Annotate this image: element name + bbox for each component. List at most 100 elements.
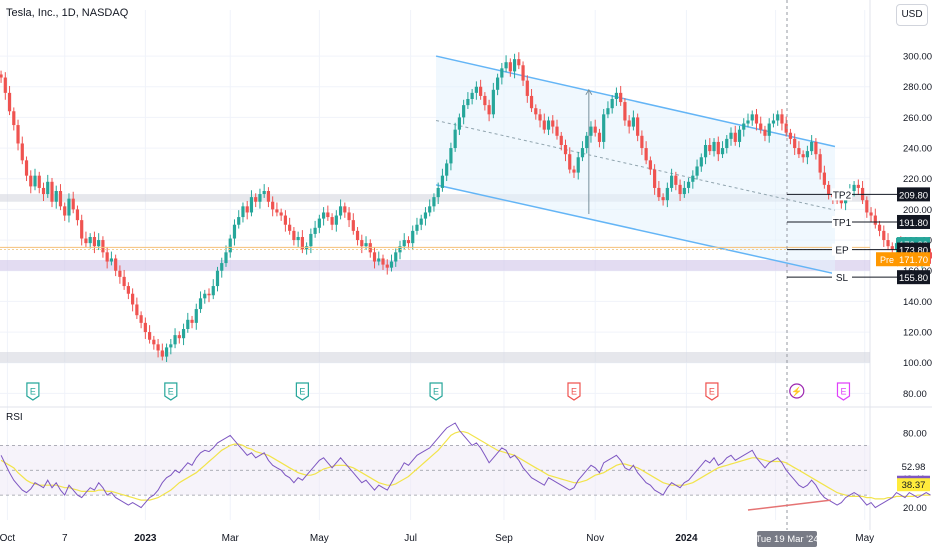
candle-body — [313, 227, 317, 234]
time-tick-label: May — [310, 533, 329, 544]
candle-body — [203, 293, 207, 299]
price-tick-label: 100.00 — [903, 358, 932, 369]
candle-body — [330, 217, 334, 225]
price-tick-label: 260.00 — [903, 113, 932, 124]
candle-body — [636, 117, 640, 136]
candle-body — [538, 114, 542, 121]
candle-body — [266, 191, 271, 202]
candle-body — [827, 184, 831, 195]
candle-body — [559, 135, 563, 145]
price-badges: 209.80191.80173.80173.80Pre171.70155.805… — [876, 187, 930, 492]
level-label-ep: EP — [835, 246, 849, 257]
candle-body — [894, 243, 899, 250]
price-tick-label: 300.00 — [903, 52, 932, 63]
candle-body — [674, 175, 678, 185]
candle-body — [347, 212, 351, 221]
rsi-badge-bg — [897, 460, 930, 474]
earnings-label: E — [709, 387, 715, 397]
zone-low — [0, 352, 870, 363]
rsi-badge-bg — [897, 478, 930, 492]
event-circle — [789, 383, 805, 399]
candle-body — [143, 322, 147, 333]
crosshair-date: Tue 19 Mar '24 — [755, 534, 818, 545]
candle-body — [12, 111, 16, 126]
candle-body — [126, 286, 130, 294]
rsi-ma-line — [0, 431, 931, 501]
candle-body — [445, 163, 449, 176]
earnings-label: E — [30, 387, 36, 397]
candle-body — [495, 77, 500, 90]
candle-body — [873, 215, 877, 225]
earnings-marker — [567, 382, 581, 401]
arrow-head — [585, 88, 593, 96]
crosshair-date-bg — [757, 531, 817, 547]
candle-body — [521, 65, 525, 81]
candle-body — [733, 132, 737, 142]
candle-body — [237, 217, 241, 225]
candle-body — [224, 252, 228, 264]
candle-body — [326, 212, 330, 218]
candle-body — [309, 233, 313, 247]
candle-body — [784, 123, 788, 133]
candle-body — [63, 206, 67, 216]
candle-body — [232, 224, 237, 239]
candle-body — [534, 108, 538, 115]
candle-body — [602, 114, 606, 142]
candle-body — [631, 117, 636, 127]
candle-body — [512, 59, 517, 72]
candle-body — [88, 237, 92, 244]
time-axis[interactable]: Oct72023MarMayJulSepNov2024MarMayTue 19 … — [0, 531, 874, 547]
earnings-label: E — [168, 387, 174, 397]
candle-body — [177, 335, 181, 339]
candle-body — [97, 240, 101, 247]
rsi-line — [0, 422, 931, 509]
badge-prefix: Pre — [880, 255, 894, 265]
candle-body — [92, 237, 97, 247]
earnings-label: E — [433, 387, 439, 397]
candle-body — [648, 160, 652, 170]
time-tick-label: Oct — [0, 533, 15, 544]
price-tick-label: 120.00 — [903, 328, 932, 339]
rsi-tick-label: 80.00 — [903, 428, 927, 439]
candle-body — [338, 206, 343, 216]
candle-body — [805, 151, 810, 158]
currency-button[interactable]: USD — [896, 4, 928, 26]
candle-body — [678, 184, 682, 195]
candle-body — [725, 138, 729, 149]
candle-body — [351, 220, 355, 231]
candle-body — [220, 263, 224, 271]
price-badge-value: 171.70 — [899, 255, 928, 266]
candle-body — [254, 197, 258, 202]
candle-body — [886, 240, 890, 247]
candle-body — [754, 114, 759, 124]
candle-body — [275, 209, 279, 213]
price-tick-label: 140.00 — [903, 297, 932, 308]
price-badge-value: 191.80 — [899, 218, 928, 229]
candle-body — [877, 224, 882, 231]
candle-body — [147, 332, 152, 340]
candle-body — [695, 166, 699, 176]
time-tick-label: Jul — [404, 533, 417, 544]
candle-body — [415, 224, 419, 231]
candle-body — [610, 99, 614, 109]
candle-body — [776, 114, 780, 121]
trade-levels: TP2 TP1 EP SL — [0, 0, 900, 530]
candle-body — [529, 95, 534, 109]
rsi-tick-label: 20.00 — [903, 503, 927, 514]
candle-body — [296, 237, 300, 241]
candle-body — [46, 181, 50, 195]
candle-body — [644, 148, 648, 161]
candle-body — [198, 298, 203, 310]
candle-body — [793, 138, 797, 149]
candle-body — [105, 252, 109, 262]
time-tick-label: May — [855, 533, 874, 544]
candle-body — [411, 230, 415, 244]
candle-body — [84, 238, 88, 244]
candle-body — [423, 212, 428, 219]
candle-body — [869, 212, 873, 216]
candle-body — [797, 148, 801, 155]
candle-body — [389, 261, 394, 268]
candle-body — [466, 99, 470, 106]
candle-body — [152, 339, 156, 345]
